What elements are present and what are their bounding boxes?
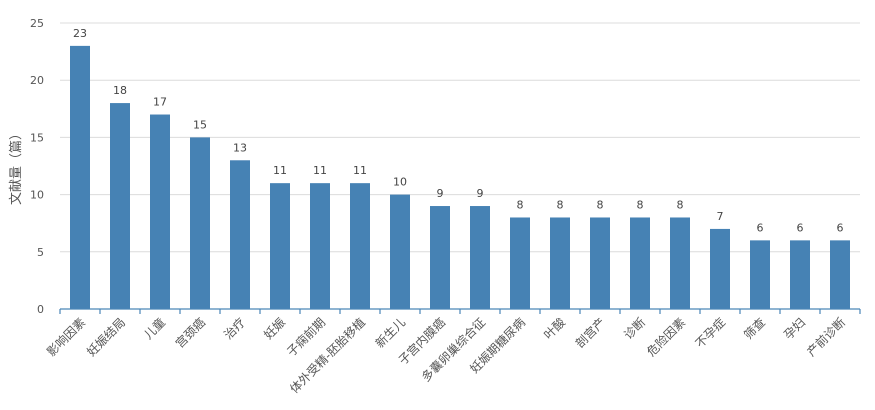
category-label: 孕妇 [781,315,808,342]
data-label: 8 [637,198,644,211]
data-label: 8 [517,198,524,211]
bar [470,206,490,309]
bar [670,217,690,309]
bar [230,160,250,309]
data-label: 8 [597,198,604,211]
data-label: 23 [73,27,87,40]
bar [790,240,810,309]
category-label: 新生儿 [372,315,408,351]
category-label: 儿童 [141,315,169,343]
data-label: 6 [837,221,844,234]
data-label: 11 [353,164,367,177]
category-label: 危险因素 [644,315,689,360]
y-tick-label: 0 [37,303,44,316]
category-label: 体外受精-胚胎移植 [287,315,369,397]
data-label: 8 [677,198,684,211]
bar [750,240,770,309]
bars [70,45,850,310]
bar [630,217,650,309]
data-label: 7 [717,210,724,223]
bar [310,183,330,309]
bar [550,217,570,309]
data-label: 18 [113,84,127,97]
category-label: 影响因素 [44,315,89,360]
data-label: 10 [393,176,407,189]
grid-lines [60,22,860,253]
y-tick-label: 5 [37,246,44,259]
category-label: 产前诊断 [804,315,849,360]
data-label: 11 [273,164,287,177]
data-label: 9 [437,187,444,200]
data-labels: 23 18 17 15 13 11 11 11 10 9 9 8 8 8 8 8 7 6 6 6 [73,27,844,234]
bar [110,103,130,309]
bar [190,137,210,309]
bar [150,114,170,310]
bar [830,240,850,309]
data-label: 15 [193,118,207,131]
bar [350,183,370,309]
bar [510,217,530,309]
data-label: 9 [477,187,484,200]
category-label: 筛查 [741,315,769,343]
bar [430,206,450,309]
data-label: 6 [797,221,804,234]
category-label: 剖宫产 [572,315,608,351]
category-label: 妊娠 [261,315,288,342]
bar [270,183,290,309]
bar [710,228,730,309]
y-tick-label: 15 [30,131,44,144]
bar [70,45,90,309]
category-label: 妊娠结局 [84,315,128,359]
y-axis-title: 文献量（篇） [9,127,24,205]
data-label: 11 [313,164,327,177]
y-axis-ticks: 0 5 10 15 20 25 [30,17,44,316]
y-tick-label: 20 [30,74,44,87]
data-label: 6 [757,221,764,234]
data-label: 13 [233,141,247,154]
category-label: 不孕症 [692,315,728,351]
y-tick-label: 10 [30,189,44,202]
category-label: 诊断 [621,315,649,343]
x-axis-ticks [59,309,861,314]
bar [390,194,410,309]
category-label: 宫颈癌 [172,315,208,351]
category-label: 叶酸 [541,315,569,343]
y-tick-label: 25 [30,17,44,30]
data-label: 8 [557,198,564,211]
bar [590,217,610,309]
data-label: 17 [153,96,167,109]
category-label: 治疗 [221,315,248,342]
